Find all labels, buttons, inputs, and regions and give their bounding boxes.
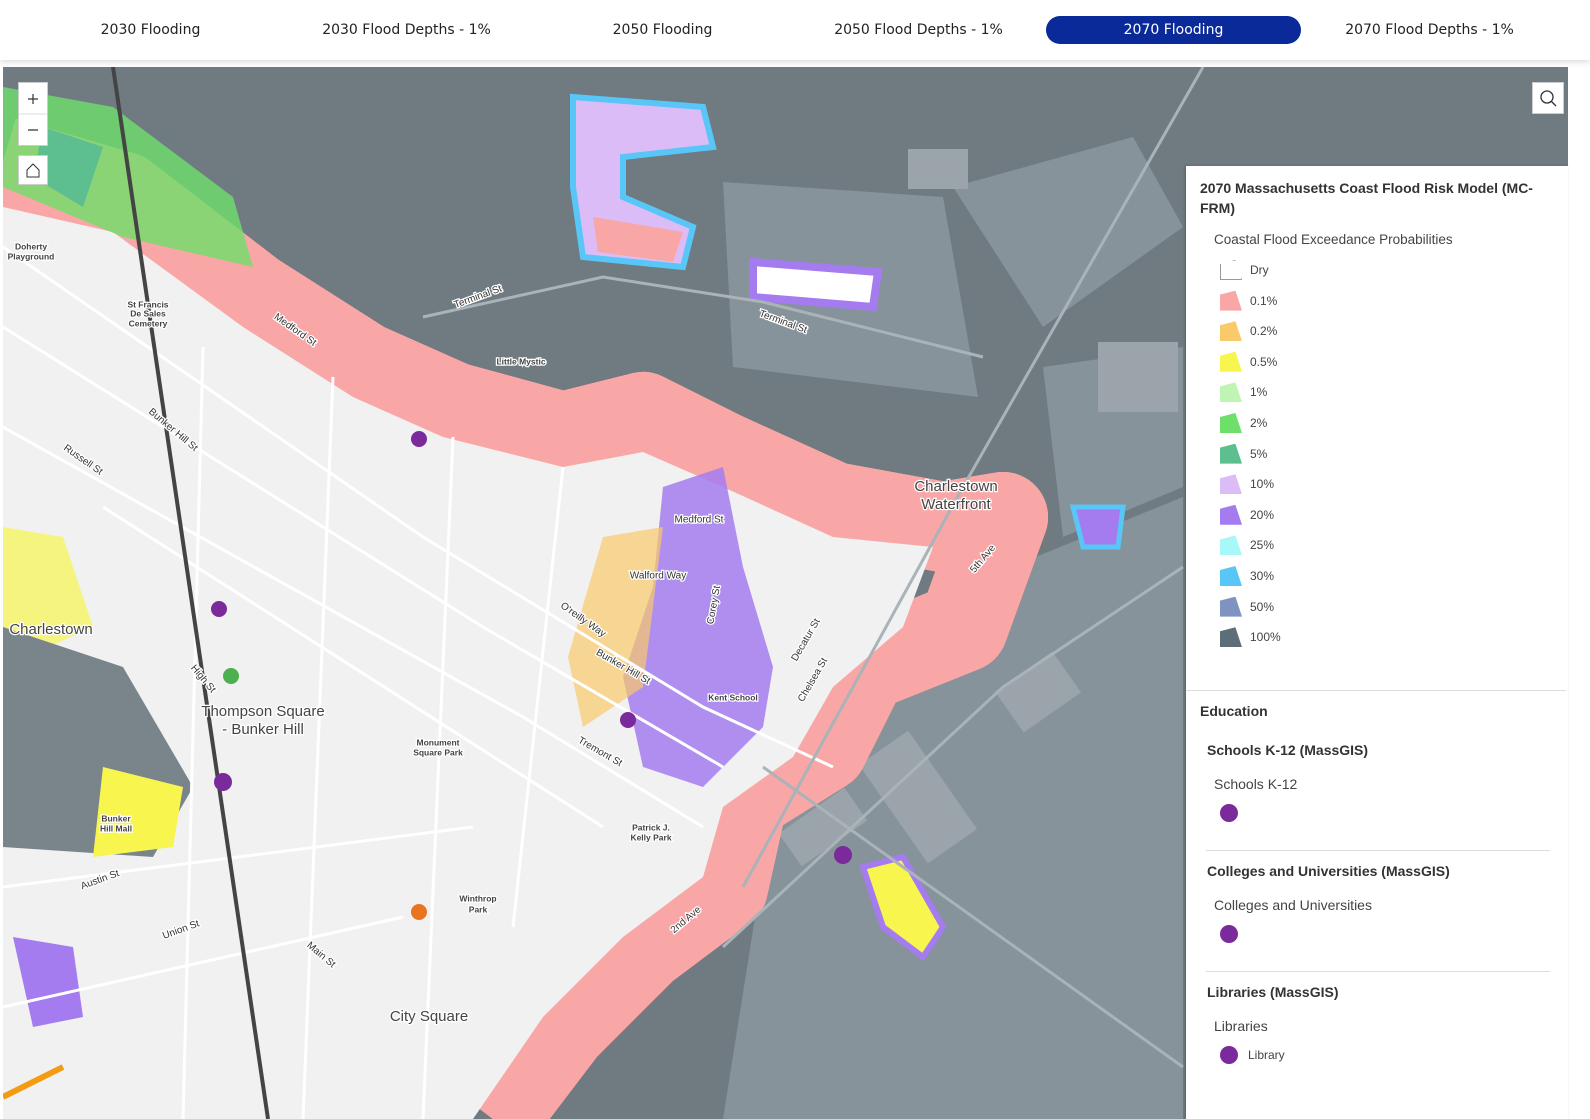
flood-area xyxy=(93,767,183,857)
layer-icon xyxy=(1220,1046,1238,1064)
legend-label: 2% xyxy=(1250,416,1268,430)
flood-area xyxy=(13,937,83,1027)
place-label: Kelly Park xyxy=(630,832,671,842)
legend-label: 50% xyxy=(1250,599,1275,614)
place-label: Park xyxy=(469,904,488,914)
transit-line xyxy=(111,67,270,1119)
place-label: Patrick J. xyxy=(632,822,670,832)
tab[interactable]: 2050 Flooding xyxy=(612,22,713,38)
street-label: Medford St xyxy=(675,515,724,526)
legend-swatch xyxy=(1220,566,1242,586)
tab[interactable]: 2050 Flood Depths - 1% xyxy=(834,22,1003,38)
legend-label: Dry xyxy=(1250,263,1269,277)
legend-swatch xyxy=(1220,413,1242,433)
legend-swatch xyxy=(1220,351,1242,372)
place-label: Playground xyxy=(8,251,55,261)
layer-icon xyxy=(1220,925,1238,943)
roads xyxy=(422,67,1205,1069)
legend-label: 30% xyxy=(1250,569,1275,583)
tab[interactable]: 2030 Flood Depths - 1% xyxy=(322,22,491,38)
buildings xyxy=(778,149,1178,867)
layer-icon xyxy=(1220,804,1238,822)
place-label: - Bunker Hill xyxy=(222,721,304,738)
legend-label: 20% xyxy=(1250,507,1275,522)
poi-icons xyxy=(211,431,852,920)
place-label: Doherty xyxy=(15,241,47,251)
flood-area xyxy=(749,257,883,312)
search-icon xyxy=(1540,90,1557,107)
place-label: Waterfront xyxy=(921,496,991,513)
place-label: Kent School xyxy=(708,692,758,702)
separator xyxy=(1206,850,1550,851)
group-title: Schools K-12 (MassGIS) xyxy=(1207,742,1369,758)
flood-area xyxy=(3,527,93,667)
flood-area xyxy=(33,127,103,207)
place-label: Bunker xyxy=(101,813,131,823)
highway xyxy=(3,1064,65,1100)
legend-subtitle: Coastal Flood Exceedance Probabilities xyxy=(1214,232,1453,247)
place-label: Thompson Square xyxy=(201,703,324,720)
legend-label: 0.1% xyxy=(1250,293,1278,308)
layer-item: Library xyxy=(1248,1048,1285,1062)
legend-panel: 2070 Massachusetts Coast Flood Risk Mode… xyxy=(1186,166,1568,1119)
legend-swatch xyxy=(1220,382,1242,403)
legend-swatch xyxy=(1220,596,1242,617)
flood-area xyxy=(568,527,663,727)
legend-label: 0.5% xyxy=(1250,354,1278,369)
separator xyxy=(1206,971,1550,972)
legend-label: 25% xyxy=(1250,538,1275,553)
zoom-control[interactable] xyxy=(18,82,48,146)
legend-swatch xyxy=(1220,474,1242,495)
tab[interactable]: 2070 Flood Depths - 1% xyxy=(1345,22,1514,38)
street-label: Walford Way xyxy=(630,571,687,582)
legend-label: 10% xyxy=(1250,477,1275,492)
place-label: Winthrop xyxy=(459,893,496,903)
home-button[interactable] xyxy=(18,155,48,185)
layer-title: Colleges and Universities xyxy=(1214,897,1372,913)
separator xyxy=(1186,690,1566,691)
place-label: Charlestown xyxy=(914,478,997,495)
search-button[interactable] xyxy=(1532,82,1564,114)
group-title: Libraries (MassGIS) xyxy=(1207,984,1339,1000)
place-label: Charlestown xyxy=(9,621,92,638)
home-icon xyxy=(26,163,40,178)
group-title: Colleges and Universities (MassGIS) xyxy=(1207,863,1450,879)
section-title: Education xyxy=(1200,703,1268,719)
tab-bar: 2030 Flooding 2030 Flood Depths - 1% 205… xyxy=(0,0,1590,60)
legend-label: 0.2% xyxy=(1250,324,1278,339)
roads xyxy=(3,245,834,1119)
place-label: Monument xyxy=(417,737,460,747)
legend-title: 2070 Massachusetts Coast Flood Risk Mode… xyxy=(1200,180,1533,216)
legend-swatch xyxy=(1220,443,1242,464)
legend-label: 100% xyxy=(1250,630,1281,645)
place-label: De Sales xyxy=(130,308,166,318)
place-label: City Square xyxy=(390,1008,468,1025)
tab[interactable]: 2030 Flooding xyxy=(100,22,201,38)
tab-active[interactable]: 2070 Flooding xyxy=(1046,16,1301,44)
legend-label: 5% xyxy=(1250,446,1268,461)
legend-swatch xyxy=(1220,504,1242,525)
layer-title: Libraries xyxy=(1214,1018,1268,1034)
legend-swatch xyxy=(1220,627,1242,648)
place-label: Hill Mall xyxy=(100,823,132,833)
place-label: Cemetery xyxy=(129,318,168,328)
legend-swatch xyxy=(1220,321,1242,342)
place-label: Square Park xyxy=(413,747,463,757)
flood-area xyxy=(859,853,947,962)
flood-area xyxy=(1069,504,1126,550)
legend-swatch xyxy=(1220,290,1242,311)
place-label: St Francis xyxy=(127,299,168,309)
layer-title: Schools K-12 xyxy=(1214,776,1298,792)
zoom-icons xyxy=(19,94,47,131)
place-label: Little Mystic xyxy=(496,356,545,366)
flood-area xyxy=(593,217,683,262)
legend-swatch xyxy=(1220,535,1242,556)
legend-label: 1% xyxy=(1250,385,1268,400)
legend-swatch xyxy=(1220,260,1242,280)
